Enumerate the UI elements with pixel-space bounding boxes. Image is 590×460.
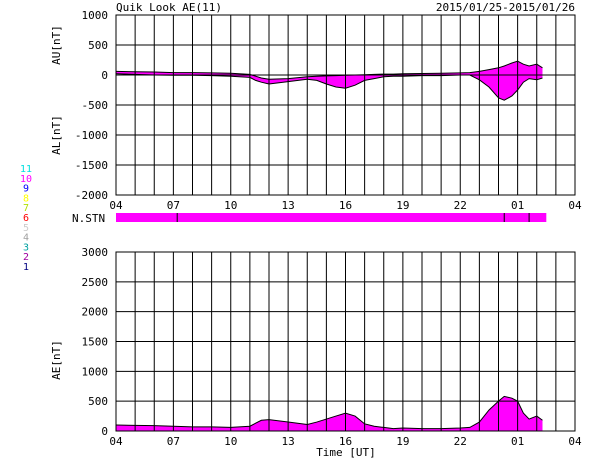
al-axis-label: AL[nT] [50,115,63,155]
au-al-x-tick-label: 01 [511,199,524,212]
legend-count-11: 11 [20,164,32,175]
au-al-frame [115,14,576,196]
x-axis-title: Time [UT] [316,446,376,459]
legend-count-2: 2 [23,252,29,263]
ae-y-tick-label: 2000 [82,306,109,319]
au-al-y-tick-label: 500 [88,39,108,52]
ae-y-tick-label: 2500 [82,276,109,289]
nstn-bar-fill [116,213,547,222]
ae-x-tick-label: 16 [339,435,352,448]
au-al-x-tick-label: 13 [282,199,295,212]
ae-x-tick-label: 01 [511,435,524,448]
nstn-label: N.STN [72,212,105,225]
au-al-x-tick-label: 22 [454,199,467,212]
legend-count-4: 4 [23,233,29,244]
ae-x-tick-label: 04 [109,435,123,448]
legend-count-3: 3 [23,242,29,253]
legend-count-6: 6 [23,213,29,224]
ae-area [116,396,543,431]
au-al-fill-group [115,60,543,101]
au-al-y-tick-label: -500 [82,99,109,112]
au-al-band [116,61,543,101]
au-al-y-tick-label: -1000 [75,129,108,142]
legend-count-10: 10 [20,174,32,185]
chart-title: Quik Look AE(11) [116,1,222,14]
ae-y-tick-label: 1500 [82,336,109,349]
ae-x-tick-label: 19 [396,435,409,448]
ae-y-tick-label: 3000 [82,246,109,259]
ae-frame [115,251,576,432]
legend-count-8: 8 [23,193,29,204]
nstn-bar [116,213,547,222]
ae-axis-label: AE[nT] [50,340,63,380]
au-al-x-tick-label: 19 [396,199,409,212]
au-al-x-tick-label: 16 [339,199,352,212]
au-al-y-tick-label: 0 [101,69,108,82]
ae-x-tick-label: 04 [568,435,582,448]
date-range: 2015/01/25-2015/01/26 [436,1,575,14]
au-al-y-tick-label: -1500 [75,159,108,172]
legend-count-7: 7 [23,203,29,214]
ae-x-tick-label: 22 [454,435,467,448]
ae-y-tick-label: 0 [101,425,108,438]
legend-count-1: 1 [23,262,29,273]
ae-y-tick-label: 500 [88,395,108,408]
ae-x-tick-label: 13 [282,435,295,448]
au-al-x-tick-label: 10 [224,199,237,212]
ae-x-tick-label: 10 [224,435,237,448]
au-al-y-tick-label: 1000 [82,9,109,22]
legend-count-9: 9 [23,184,29,195]
au-al-y-tick-label: -2000 [75,189,108,202]
au-axis-label: AU[nT] [50,25,63,65]
ae-x-tick-label: 07 [167,435,180,448]
ae-y-tick-label: 1000 [82,365,109,378]
au-al-x-tick-label: 04 [568,199,582,212]
au-al-x-tick-label: 04 [109,199,123,212]
legend-count-5: 5 [23,223,29,234]
au-al-x-tick-label: 07 [167,199,180,212]
